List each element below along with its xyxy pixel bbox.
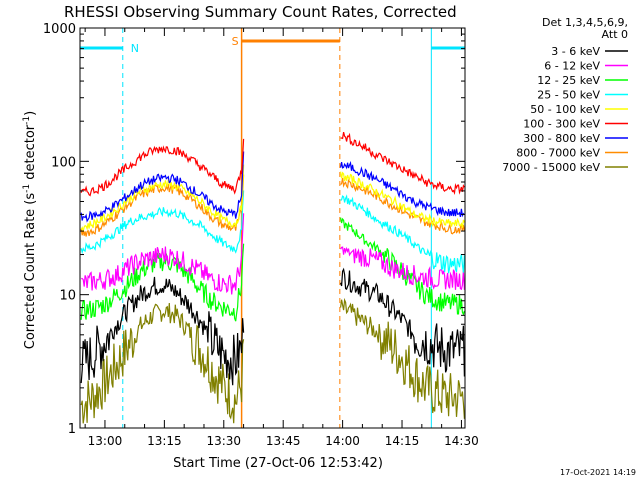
chart-title: RHESSI Observing Summary Count Rates, Co… — [64, 3, 457, 21]
series-line-2-seg1 — [81, 213, 245, 295]
x-tick-label: 14:00 — [325, 434, 360, 448]
series-line-1-seg2 — [340, 267, 465, 377]
y-tick-label: 1000 — [43, 22, 76, 37]
legend-header: Det 1,3,4,5,6,9, — [542, 16, 628, 29]
legend-label: 300 - 800 keV — [523, 132, 600, 145]
flag-guides: NS — [79, 28, 466, 428]
legend-label: 100 - 300 keV — [523, 118, 600, 131]
legend-label: 12 - 25 keV — [537, 74, 600, 87]
plot-frame — [79, 27, 466, 429]
series-line-7-seg1 — [80, 151, 245, 223]
saa-flag-label: S — [232, 35, 239, 48]
legend-label: 50 - 100 keV — [530, 103, 600, 116]
series-line-1-seg1 — [80, 276, 245, 386]
series-line-6-seg2 — [340, 131, 465, 196]
series-line-6-seg1 — [80, 138, 245, 197]
footer-timestamp: 17-Oct-2021 14:19 — [560, 468, 636, 477]
legend-label: 25 - 50 keV — [537, 89, 600, 102]
legend-header: Att 0 — [602, 28, 628, 41]
x-tick-label: 14:15 — [385, 434, 420, 448]
x-tick-label: 13:15 — [147, 434, 182, 448]
series-line-5-seg2 — [340, 171, 465, 228]
legend-label: 800 - 7000 keV — [516, 147, 600, 160]
series-line-2-seg2 — [340, 246, 465, 291]
series-line-7-seg2 — [340, 160, 465, 218]
x-tick-label: 13:00 — [88, 434, 123, 448]
night-flag-label: N — [131, 42, 139, 55]
series-line-4-seg1 — [80, 190, 245, 255]
y-tick-label: 1 — [68, 422, 76, 437]
x-axis-label: Start Time (27-Oct-06 12:53:42) — [173, 456, 383, 471]
series-line-5-seg1 — [80, 164, 245, 232]
x-tick-label: 13:45 — [266, 434, 301, 448]
legend-label: 3 - 6 keV — [551, 45, 600, 58]
series-line-9-seg1 — [80, 302, 245, 424]
legend-label: 6 - 12 keV — [544, 60, 600, 73]
y-tick-label: 10 — [59, 289, 76, 304]
y-tick-label: 100 — [51, 155, 76, 170]
series-line-8-seg2 — [340, 177, 465, 235]
legend: Det 1,3,4,5,6,9,Att 03 - 6 keV 6 - 12 keV… — [502, 16, 628, 174]
legend-label: 7000 - 15000 keV — [502, 161, 600, 174]
x-tick-label: 13:30 — [206, 434, 241, 448]
y-axis-label: Corrected Count Rate (s-1 detector-1) — [22, 111, 38, 349]
series-line-4-seg2 — [340, 194, 465, 274]
axes: 13:00 13:15 13:30 13:45 14:00 14:15 14:30 1 10 10… — [43, 22, 479, 448]
x-tick-label: 14:30 — [444, 434, 479, 448]
series-line-9-seg2 — [340, 297, 465, 419]
series-lines — [80, 131, 465, 424]
series-line-3-seg1 — [80, 243, 245, 322]
